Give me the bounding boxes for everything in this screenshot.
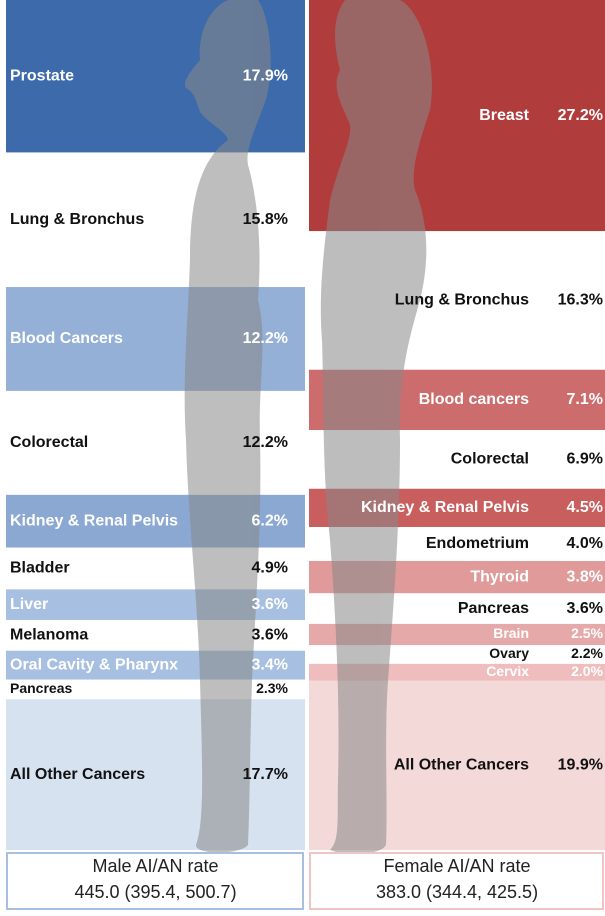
category-label: Lung & Bronchus [395,292,529,309]
silhouettes [184,0,432,855]
value-label: 4.0% [567,535,603,552]
value-label: 3.6% [567,600,603,617]
value-label: 15.8% [243,211,288,228]
value-label: 7.1% [567,391,603,408]
value-label: 2.5% [571,625,603,641]
value-label: 3.6% [252,627,288,644]
blocks [6,0,605,850]
rate-value: 383.0 (344.4, 425.5) [376,882,538,902]
category-label: Melanoma [10,627,88,644]
value-label: 12.2% [243,330,288,347]
value-label: 4.9% [252,560,288,577]
value-label: 2.2% [571,645,603,661]
value-label: 16.3% [558,292,603,309]
segment [6,650,305,680]
rate-label: Female AI/AN rate [383,856,530,876]
category-label: Blood cancers [419,391,529,408]
category-label: Ovary [489,645,529,661]
category-label: Lung & Bronchus [10,211,144,228]
category-label: Prostate [10,67,74,84]
rate-label: Male AI/AN rate [92,856,218,876]
labels: Prostate 17.9% Lung & Bronchus 15.8% Blood C… [6,67,604,910]
value-label: 3.4% [252,656,288,673]
rate-box [6,852,304,910]
category-label: Endometrium [426,535,529,552]
value-label: 12.2% [243,434,288,451]
value-label: 4.5% [567,499,603,516]
category-label: All Other Cancers [10,766,145,783]
value-label: 27.2% [558,107,603,124]
category-label: Colorectal [451,451,529,468]
value-label: 19.9% [558,757,603,774]
category-label: Brain [493,625,529,641]
category-label: Colorectal [10,434,88,451]
rate-value: 445.0 (395.4, 500.7) [74,882,236,902]
category-label: Pancreas [458,600,529,617]
value-label: 6.9% [567,451,603,468]
category-label: Blood Cancers [10,330,123,347]
female-silhouette [320,0,432,855]
segment [6,620,305,651]
category-label: Breast [479,107,529,124]
value-label: 17.9% [243,67,288,84]
value-label: 6.2% [252,512,288,529]
value-label: 17.7% [243,766,288,783]
rate-box [309,852,604,910]
category-label: Pancreas [10,680,72,696]
value-label: 3.8% [567,568,603,585]
category-label: Thyroid [470,568,529,585]
category-label: All Other Cancers [394,757,529,774]
category-label: Cervix [486,663,529,679]
segment [6,699,305,850]
category-label: Kidney & Renal Pelvis [361,499,529,516]
male-silhouette [184,0,271,853]
category-label: Liver [10,596,48,613]
category-label: Oral Cavity & Pharynx [10,656,178,673]
value-label: 2.3% [256,680,288,696]
category-label: Kidney & Renal Pelvis [10,512,178,529]
value-label: 3.6% [252,596,288,613]
value-label: 2.0% [571,663,603,679]
category-label: Bladder [10,560,70,577]
